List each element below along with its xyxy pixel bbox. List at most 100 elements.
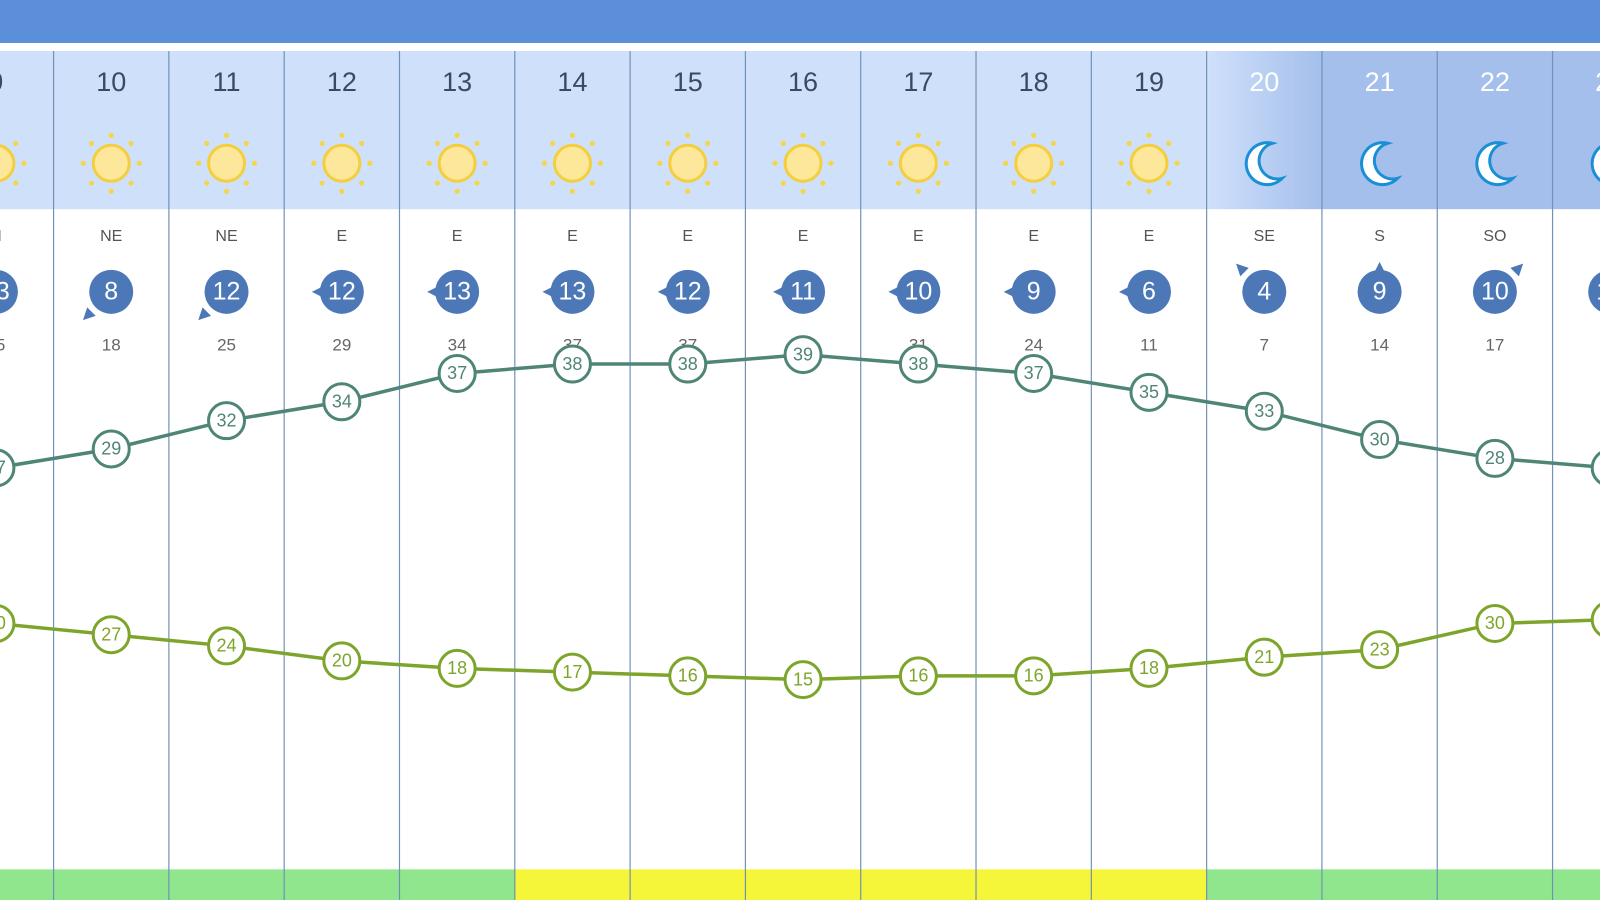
sun-ray (136, 160, 142, 166)
sun-ray (108, 132, 114, 138)
wind-badge (204, 269, 249, 314)
wind-speed: 13 (559, 277, 587, 305)
sun-ray (704, 180, 711, 186)
value-label: 34 (332, 392, 352, 412)
value-marker (1475, 603, 1515, 643)
value-marker (1129, 648, 1169, 688)
sun-ray (454, 188, 460, 194)
sun-ray (895, 140, 902, 147)
value-label: 17 (562, 662, 582, 682)
wind-speed: 10 (1596, 277, 1600, 305)
sun-ray (13, 180, 19, 186)
value-marker (1014, 656, 1054, 696)
sun-ray (800, 188, 806, 194)
sun-ray (474, 140, 480, 147)
wind-badge (1588, 272, 1600, 312)
wind-badge (1472, 269, 1517, 314)
sun-ray (1126, 180, 1132, 186)
sun-ray (454, 132, 460, 138)
header-cell (399, 51, 515, 210)
wind-direction: E (682, 228, 693, 245)
wind-direction: N (0, 228, 2, 245)
bottom-band (745, 869, 861, 900)
sun-ray (88, 140, 95, 147)
sun-ray (550, 140, 556, 147)
wind-badge (1011, 269, 1056, 314)
sun-ray (597, 160, 604, 166)
sun-ray (319, 180, 325, 186)
value-marker (1475, 438, 1515, 478)
wind-gust: 34 (448, 335, 467, 354)
wind-badge (781, 269, 826, 314)
sun-ray (1031, 132, 1037, 138)
sun-ray (915, 188, 921, 194)
sun-ray (80, 160, 86, 166)
wind-arrow (82, 307, 96, 321)
bottom-band (168, 869, 285, 900)
bottom-band (630, 869, 746, 900)
value-marker (1590, 451, 1600, 485)
sun-ray (887, 160, 893, 166)
bottom-band (976, 869, 1092, 900)
value-marker (1014, 353, 1054, 393)
moon-icon (1590, 145, 1600, 182)
wind-speed: 10 (904, 277, 932, 305)
hour-label: 21 (1365, 67, 1395, 97)
value-label: 27 (0, 458, 6, 478)
value-marker (0, 448, 16, 487)
sun-icon (657, 132, 719, 194)
value-marker (668, 344, 708, 384)
sun-ray (311, 160, 317, 166)
sun-ray (319, 140, 325, 147)
sun-disc (668, 143, 708, 183)
wind-badge (1242, 269, 1287, 314)
sun-icon (772, 132, 834, 194)
hour-label: 14 (557, 67, 587, 97)
sun-icon (887, 132, 949, 194)
wind-direction: E (1144, 228, 1155, 245)
wind-arrow (198, 307, 212, 321)
hour-label: 15 (673, 67, 703, 97)
value-label: 24 (217, 636, 237, 656)
sun-ray (1126, 140, 1132, 147)
sun-ray (935, 180, 941, 186)
wind-direction: NE (215, 228, 237, 245)
value-marker (783, 660, 823, 700)
wind-speed: 9 (1373, 277, 1387, 305)
wind-direction: E (913, 228, 924, 245)
top-bar (0, 0, 1600, 43)
value-marker (552, 652, 592, 692)
sun-ray (243, 140, 249, 147)
sun-ray (704, 140, 711, 147)
sun-ray (569, 188, 576, 194)
wind-speed: 13 (0, 277, 10, 305)
wind-arrow (1236, 263, 1249, 277)
sun-icon (311, 132, 373, 194)
sun-ray (21, 160, 27, 166)
wind-direction: SE (1254, 228, 1275, 245)
value-marker (1129, 372, 1169, 412)
sun-ray (251, 160, 258, 166)
sun-ray (915, 132, 921, 138)
sun-icon (426, 132, 488, 194)
sun-ray (589, 140, 595, 147)
moon-icon (1244, 141, 1288, 187)
moon-icon (1475, 141, 1518, 187)
value-label: 37 (447, 363, 467, 383)
sun-ray (685, 132, 691, 138)
sun-ray (828, 160, 834, 166)
value-label: 38 (678, 354, 698, 374)
wind-direction: E (567, 228, 578, 245)
wind-gust: 24 (1024, 335, 1043, 354)
sun-ray (1031, 188, 1037, 194)
sun-ray (820, 140, 826, 147)
wind-speed: 8 (104, 277, 118, 305)
value-label: 33 (1254, 401, 1274, 421)
value-marker (437, 648, 477, 688)
bottom-band (0, 869, 54, 900)
wind-gust: 11 (1140, 335, 1158, 354)
wind-speed: 10 (1481, 277, 1509, 305)
wind-badge (896, 269, 941, 314)
sun-ray (665, 140, 671, 147)
